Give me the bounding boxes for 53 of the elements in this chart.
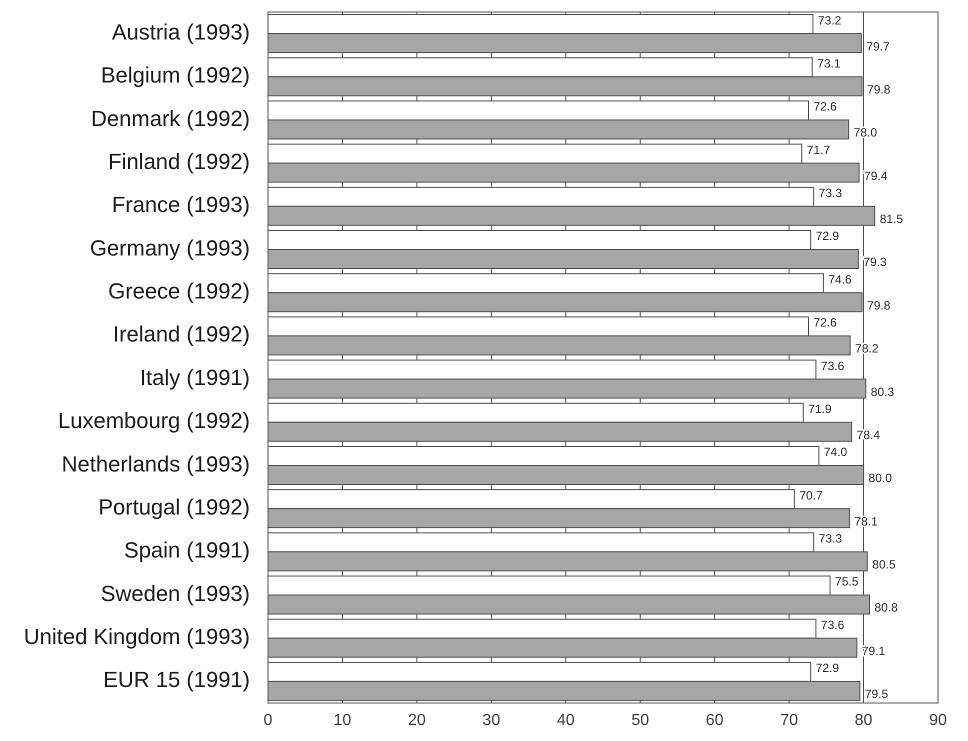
x-tick-label: 70 — [780, 712, 798, 729]
y-tick-label: Denmark (1992) — [91, 106, 250, 131]
data-label: 79.3 — [863, 255, 888, 270]
x-tick-label: 80 — [854, 712, 873, 729]
data-label: 79.5 — [864, 687, 889, 702]
data-label: 72.9 — [816, 229, 840, 244]
y-tick-label: Germany (1993) — [90, 235, 250, 260]
data-label: 73.6 — [820, 618, 845, 632]
x-tick-label: 30 — [482, 712, 500, 729]
data-label: 71.9 — [808, 402, 832, 416]
data-label: 73.3 — [818, 186, 842, 200]
y-tick-label: Spain (1991) — [124, 538, 250, 563]
data-label: 72.9 — [816, 661, 840, 676]
x-tick-label: 90 — [929, 712, 947, 729]
y-tick-label: Greece (1992) — [108, 278, 250, 304]
y-tick-label: Sweden (1993) — [100, 580, 250, 606]
data-label: 72.6 — [813, 316, 838, 330]
x-tick-label: 40 — [556, 712, 575, 729]
data-label: 71.7 — [806, 142, 830, 157]
y-tick-label: Ireland (1992) — [113, 322, 250, 347]
y-tick-label: Finland (1992) — [108, 148, 250, 174]
y-tick-label: Belgium (1992) — [100, 62, 250, 88]
x-tick-label: 10 — [334, 712, 352, 729]
y-tick-label: Luxembourg (1992) — [58, 408, 250, 434]
x-tick-label: 20 — [408, 712, 426, 729]
data-label: 73.1 — [817, 56, 841, 70]
y-tick-label: EUR 15 (1991) — [103, 667, 250, 692]
data-label: 73.3 — [818, 532, 842, 546]
data-label: 70.7 — [799, 488, 824, 502]
data-label: 79.7 — [866, 39, 890, 54]
data-label: 74.0 — [824, 445, 848, 460]
data-label: 80.0 — [868, 471, 892, 486]
y-tick-label: Netherlands (1993) — [62, 451, 250, 476]
y-tick-label: France (1993) — [112, 192, 250, 218]
data-label: 74.6 — [828, 272, 852, 286]
x-tick-label: 0 — [264, 712, 273, 729]
x-tick-label: 60 — [706, 712, 724, 729]
x-tick-label: 50 — [631, 712, 650, 729]
y-tick-label: Austria (1993) — [112, 19, 250, 44]
data-label: 75.5 — [835, 574, 859, 589]
data-label: 79.4 — [864, 168, 888, 183]
data-label: 79.8 — [867, 82, 891, 96]
data-label: 81.5 — [880, 212, 904, 226]
data-label: 79.8 — [867, 298, 891, 312]
data-label: 80.8 — [874, 600, 898, 615]
y-tick-label: Portugal (1992) — [98, 494, 250, 520]
y-tick-label: Italy (1991) — [140, 364, 250, 390]
data-label: 73.6 — [820, 358, 845, 373]
data-label: 80.3 — [870, 384, 894, 399]
data-label: 72.6 — [813, 100, 838, 114]
data-label: 73.2 — [818, 13, 842, 28]
y-tick-label: United Kingdom (1993) — [24, 624, 250, 650]
data-label: 80.5 — [872, 558, 896, 572]
